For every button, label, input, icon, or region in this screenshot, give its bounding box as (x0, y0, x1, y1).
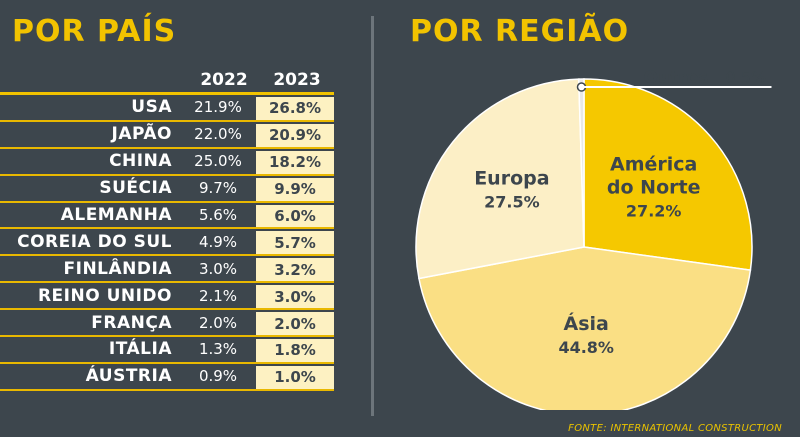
table-row: ITÁLIA 1.3% 1.8% (0, 337, 334, 364)
table-row: ALEMANHA 5.6% 6.0% (0, 203, 334, 230)
value-2023: 2.0% (256, 312, 334, 336)
slice-label: Europa (474, 168, 549, 190)
value-2022: 0.9% (198, 367, 238, 386)
country-name: ÁUSTRIA (85, 366, 172, 387)
country-name: FRANÇA (91, 312, 172, 333)
country-table: 2022 2023 USA 21.9% 26.8% JAPÃO 22.0% 20.9% CH… (0, 68, 334, 391)
value-2022: 25.0% (194, 152, 242, 171)
column-header-2023: 2023 (273, 70, 321, 90)
value-2022: 1.3% (198, 340, 238, 359)
country-name: REINO UNIDO (37, 285, 172, 306)
table-row: COREIA DO SUL 4.9% 5.7% (0, 229, 334, 257)
slice-value-label: 0.5% (725, 68, 766, 87)
table-row: ÁUSTRIA 0.9% 1.0% (0, 364, 334, 391)
table-row: REINO UNIDO 2.1% 3.0% (0, 283, 334, 311)
column-header-2022: 2022 (200, 70, 248, 90)
pie-slice (415, 78, 585, 280)
table-body: USA 21.9% 26.8% JAPÃO 22.0% 20.9% CHINA 25.0% 18… (0, 95, 334, 391)
value-2022: 3.0% (198, 259, 238, 278)
value-2023: 20.9% (256, 123, 334, 147)
slice-label: América (610, 153, 697, 175)
table-row: FRANÇA 2.0% 2.0% (0, 310, 334, 338)
value-2022: 5.6% (198, 206, 238, 224)
value-2022: 21.9% (194, 98, 242, 117)
value-2022: 22.0% (194, 125, 242, 144)
pie-slice (583, 78, 753, 271)
pie-slice (418, 246, 752, 410)
section-divider (371, 16, 374, 416)
slice-value-label: 44.8% (558, 338, 614, 357)
country-name: SUÉCIA (99, 178, 172, 199)
value-2023: 3.0% (256, 285, 334, 309)
slice-value-label: 27.5% (484, 193, 540, 212)
value-2022: 4.9% (198, 232, 238, 251)
value-2023: 18.2% (256, 150, 334, 174)
table-row: SUÉCIA 9.7% 9.9% (0, 176, 334, 203)
table-header: 2022 2023 (0, 68, 334, 95)
slice-label: Outros (643, 68, 708, 88)
value-2023: 5.7% (256, 231, 334, 255)
value-2023: 1.0% (256, 365, 334, 389)
table-row: CHINA 25.0% 18.2% (0, 149, 334, 176)
value-2023: 26.8% (256, 97, 334, 120)
country-name: FINLÂNDIA (63, 258, 172, 279)
table-row: USA 21.9% 26.8% (0, 95, 334, 122)
table-row: FINLÂNDIA 3.0% 3.2% (0, 256, 334, 284)
country-name: ALEMANHA (60, 205, 172, 225)
value-2023: 3.2% (256, 258, 334, 282)
slice-label: Ásia (564, 312, 609, 335)
value-2022: 9.7% (198, 179, 238, 198)
value-2023: 9.9% (256, 177, 334, 201)
table-row: JAPÃO 22.0% 20.9% (0, 122, 334, 149)
source-note: FONTE: INTERNATIONAL CONSTRUCTION (568, 423, 782, 434)
slice-value-label: 27.2% (626, 201, 682, 220)
pie-slice (577, 78, 585, 248)
country-name: COREIA DO SUL (17, 231, 172, 252)
country-name: CHINA (109, 151, 172, 172)
section-title-country: POR PAÍS (12, 14, 177, 49)
country-name: ITÁLIA (108, 339, 172, 360)
value-2023: 1.8% (256, 339, 334, 362)
country-name: USA (131, 97, 172, 118)
country-name: JAPÃO (111, 124, 172, 145)
value-2022: 2.1% (198, 286, 238, 305)
value-2023: 6.0% (256, 204, 334, 228)
slice-label: do Norte (607, 176, 701, 198)
section-title-region: POR REGIÃO (410, 14, 630, 49)
value-2022: 2.0% (198, 313, 238, 332)
